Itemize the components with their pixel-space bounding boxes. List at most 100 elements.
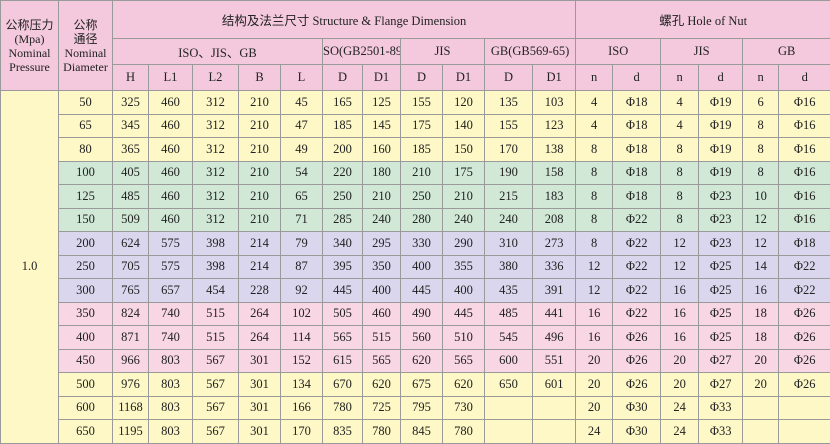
- value-cell: 803: [149, 373, 193, 397]
- value-cell: 740: [149, 326, 193, 350]
- value-cell: 8: [576, 161, 613, 185]
- value-cell: 12: [576, 279, 613, 303]
- value-cell: 20: [661, 373, 699, 397]
- value-cell: 740: [149, 302, 193, 326]
- value-cell: 871: [113, 326, 149, 350]
- value-cell: 460: [149, 114, 193, 138]
- value-cell: Φ30: [613, 396, 661, 420]
- value-cell: 670: [323, 373, 363, 397]
- column-header: n: [576, 65, 613, 91]
- pressure-cell: 1.0: [1, 91, 59, 444]
- value-cell: 155: [485, 114, 533, 138]
- value-cell: 460: [149, 138, 193, 162]
- value-cell: 16: [661, 326, 699, 350]
- value-cell: 175: [443, 161, 485, 185]
- value-cell: 20: [576, 373, 613, 397]
- value-cell: 92: [281, 279, 323, 303]
- value-cell: Φ23: [699, 208, 743, 232]
- value-cell: 301: [239, 373, 281, 397]
- value-cell: 134: [281, 373, 323, 397]
- value-cell: 24: [661, 396, 699, 420]
- diameter-cell: 450: [59, 349, 113, 373]
- value-cell: 1168: [113, 396, 149, 420]
- value-cell: 565: [323, 326, 363, 350]
- value-cell: Φ16: [779, 114, 830, 138]
- value-cell: 210: [443, 185, 485, 209]
- value-cell: Φ25: [699, 302, 743, 326]
- value-cell: Φ26: [779, 326, 830, 350]
- group-header: GB(GB569-65): [485, 39, 576, 65]
- value-cell: 45: [281, 91, 323, 115]
- value-cell: 210: [239, 91, 281, 115]
- value-cell: 725: [363, 396, 401, 420]
- value-cell: Φ18: [613, 114, 661, 138]
- value-cell: 391: [533, 279, 576, 303]
- value-cell: 20: [576, 396, 613, 420]
- value-cell: Φ22: [613, 255, 661, 279]
- value-cell: 966: [113, 349, 149, 373]
- value-cell: 485: [485, 302, 533, 326]
- value-cell: 71: [281, 208, 323, 232]
- value-cell: 8: [743, 161, 779, 185]
- diameter-cell: 125: [59, 185, 113, 209]
- value-cell: 165: [323, 91, 363, 115]
- value-cell: 400: [401, 255, 443, 279]
- value-cell: Φ22: [779, 255, 830, 279]
- value-cell: 114: [281, 326, 323, 350]
- value-cell: 355: [443, 255, 485, 279]
- column-header: n: [743, 65, 779, 91]
- value-cell: 445: [443, 302, 485, 326]
- value-cell: 79: [281, 232, 323, 256]
- value-cell: Φ18: [779, 232, 830, 256]
- value-cell: Φ18: [613, 161, 661, 185]
- value-cell: 345: [113, 114, 149, 138]
- value-cell: 454: [193, 279, 239, 303]
- column-header: d: [613, 65, 661, 91]
- value-cell: 228: [239, 279, 281, 303]
- column-header: d: [699, 65, 743, 91]
- value-cell: 976: [113, 373, 149, 397]
- value-cell: 8: [576, 208, 613, 232]
- value-cell: 312: [193, 114, 239, 138]
- value-cell: 8: [576, 232, 613, 256]
- value-cell: Φ22: [613, 302, 661, 326]
- value-cell: 312: [193, 91, 239, 115]
- value-cell: 215: [485, 185, 533, 209]
- empty-cell: [743, 420, 779, 444]
- value-cell: Φ23: [699, 232, 743, 256]
- value-cell: 567: [193, 373, 239, 397]
- value-cell: 16: [661, 302, 699, 326]
- value-cell: 1195: [113, 420, 149, 444]
- header-line: Nominal: [1, 46, 58, 60]
- value-cell: 795: [401, 396, 443, 420]
- value-cell: Φ18: [613, 91, 661, 115]
- value-cell: 675: [401, 373, 443, 397]
- value-cell: Φ22: [613, 232, 661, 256]
- diameter-cell: 100: [59, 161, 113, 185]
- value-cell: 310: [485, 232, 533, 256]
- value-cell: 183: [533, 185, 576, 209]
- value-cell: 560: [401, 326, 443, 350]
- value-cell: 214: [239, 232, 281, 256]
- value-cell: 65: [281, 185, 323, 209]
- value-cell: 490: [401, 302, 443, 326]
- value-cell: Φ18: [613, 185, 661, 209]
- column-header: D: [401, 65, 443, 91]
- value-cell: 155: [401, 91, 443, 115]
- column-header: D: [323, 65, 363, 91]
- diameter-cell: 400: [59, 326, 113, 350]
- value-cell: 16: [576, 302, 613, 326]
- value-cell: 125: [363, 91, 401, 115]
- empty-cell: [533, 420, 576, 444]
- value-cell: 4: [661, 91, 699, 115]
- value-cell: 620: [363, 373, 401, 397]
- value-cell: 460: [363, 302, 401, 326]
- value-cell: Φ16: [779, 161, 830, 185]
- value-cell: 4: [576, 114, 613, 138]
- header-line: 公称压力: [1, 18, 58, 32]
